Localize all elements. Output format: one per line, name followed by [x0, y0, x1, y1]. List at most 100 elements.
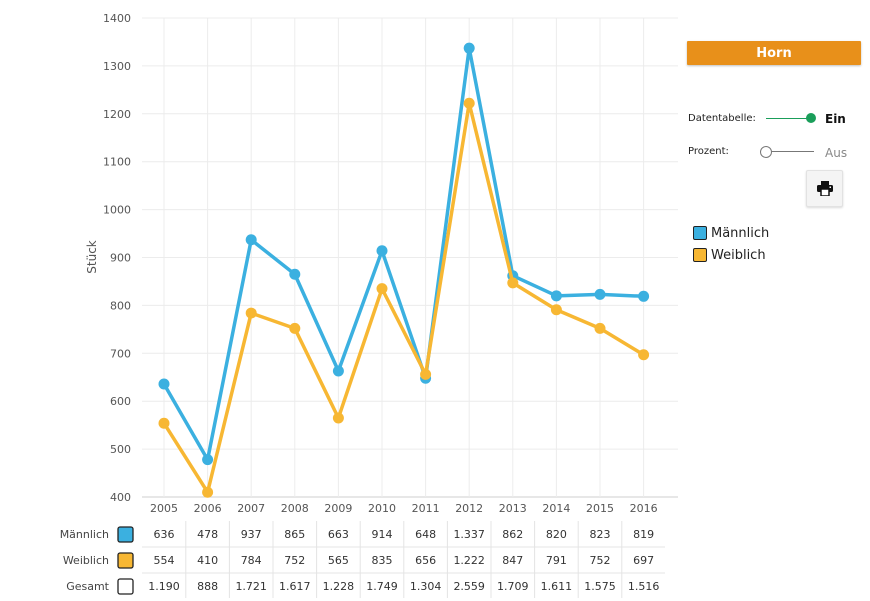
table-cell: 914 — [372, 528, 393, 541]
data-point-weiblich — [202, 486, 214, 498]
table-cell: 835 — [372, 554, 393, 567]
x-tick-label: 2016 — [630, 502, 658, 515]
table-cell: 1.516 — [628, 580, 660, 593]
x-tick-label: 2005 — [150, 502, 178, 515]
x-tick-label: 2007 — [237, 502, 265, 515]
data-point-mnnlich — [289, 268, 301, 280]
table-cell: 663 — [328, 528, 349, 541]
y-tick-label: 1300 — [103, 60, 131, 73]
data-point-mnnlich — [158, 378, 170, 390]
table-row-swatch — [117, 578, 134, 595]
print-button[interactable] — [806, 170, 843, 207]
legend-item[interactable]: Weiblich — [693, 244, 769, 266]
data-point-mnnlich — [332, 365, 344, 377]
table-cell: 937 — [241, 528, 262, 541]
data-point-mnnlich — [463, 42, 475, 54]
table-row-label: Weiblich — [63, 554, 109, 567]
data-point-mnnlich — [202, 454, 214, 466]
data-point-weiblich — [594, 322, 606, 334]
table-cell: 1.337 — [453, 528, 485, 541]
data-point-weiblich — [550, 304, 562, 316]
y-tick-label: 400 — [110, 491, 131, 504]
data-table: Männlich 636 478 937 865 663 914 648 1.337 862 820… — [60, 521, 665, 598]
legend-swatch — [693, 226, 707, 240]
datatable-toggle-row: Datentabelle: Ein — [688, 112, 858, 127]
y-axis-ticks: 400 500 600 700 800 900 1000 1100 1200 1300 1400 — [103, 12, 131, 504]
table-cell: 819 — [633, 528, 654, 541]
legend-label: Weiblich — [711, 247, 766, 263]
data-point-weiblich — [420, 368, 432, 380]
data-point-weiblich — [638, 349, 650, 361]
table-cell: 648 — [415, 528, 436, 541]
switch-track — [766, 118, 814, 119]
printer-icon — [816, 181, 833, 196]
x-axis-ticks: 2005 2006 2007 2008 2009 2010 2011 2012 2013 2014… — [150, 502, 658, 515]
data-point-mnnlich — [376, 245, 388, 257]
data-point-weiblich — [507, 277, 519, 289]
x-tick-label: 2008 — [281, 502, 309, 515]
table-cell: 888 — [197, 580, 218, 593]
series-lines — [158, 42, 650, 498]
percent-state: Aus — [825, 146, 848, 160]
table-cell: 697 — [633, 554, 654, 567]
legend: Männlich Weiblich — [693, 222, 769, 266]
table-cell: 1.721 — [235, 580, 267, 593]
y-tick-label: 800 — [110, 299, 131, 312]
percent-toggle-row: Prozent: Aus — [688, 146, 858, 160]
data-point-weiblich — [463, 97, 475, 109]
y-tick-label: 600 — [110, 395, 131, 408]
y-tick-label: 900 — [110, 252, 131, 265]
table-row-label: Gesamt — [66, 580, 109, 593]
table-cell: 478 — [197, 528, 218, 541]
x-tick-label: 2012 — [455, 502, 483, 515]
y-tick-label: 1000 — [103, 204, 131, 217]
y-tick-label: 500 — [110, 443, 131, 456]
data-point-mnnlich — [638, 290, 650, 302]
table-row-swatch — [117, 526, 134, 543]
y-tick-label: 700 — [110, 347, 131, 360]
table-cell: 1.749 — [366, 580, 398, 593]
table-cell: 752 — [284, 554, 305, 567]
table-cell: 1.611 — [541, 580, 573, 593]
y-tick-label: 1400 — [103, 12, 131, 25]
table-cell: 1.222 — [453, 554, 485, 567]
percent-switch[interactable] — [760, 146, 814, 158]
percent-label: Prozent: — [688, 146, 729, 157]
x-tick-label: 2006 — [194, 502, 222, 515]
table-cell: 636 — [154, 528, 175, 541]
x-tick-label: 2014 — [542, 502, 570, 515]
title-button[interactable]: Horn — [687, 41, 861, 65]
y-tick-label: 1200 — [103, 108, 131, 121]
datatable-label: Datentabelle: — [688, 113, 756, 124]
x-tick-label: 2010 — [368, 502, 396, 515]
table-row-swatch — [117, 552, 134, 569]
table-cell: 656 — [415, 554, 436, 567]
table-cell: 1.617 — [279, 580, 311, 593]
table-cell: 410 — [197, 554, 218, 567]
table-cell: 847 — [502, 554, 523, 567]
x-tick-label: 2009 — [324, 502, 352, 515]
switch-knob — [760, 146, 772, 158]
x-tick-label: 2013 — [499, 502, 527, 515]
table-cell: 565 — [328, 554, 349, 567]
table-cell: 784 — [241, 554, 262, 567]
data-point-weiblich — [332, 412, 344, 424]
datatable-switch[interactable] — [766, 113, 818, 125]
y-axis-label: Stück — [85, 240, 99, 274]
data-point-weiblich — [289, 322, 301, 334]
data-point-mnnlich — [594, 288, 606, 300]
x-tick-label: 2011 — [412, 502, 440, 515]
table-cell: 1.304 — [410, 580, 442, 593]
series-line-weiblich — [162, 101, 645, 494]
switch-knob — [806, 113, 816, 123]
data-point-weiblich — [245, 307, 257, 319]
legend-label: Männlich — [711, 225, 770, 241]
table-cell: 1.228 — [323, 580, 355, 593]
legend-item[interactable]: Männlich — [693, 222, 769, 244]
table-cell: 823 — [590, 528, 611, 541]
data-point-mnnlich — [550, 290, 562, 302]
data-point-weiblich — [158, 417, 170, 429]
data-point-weiblich — [376, 283, 388, 295]
x-tick-label: 2015 — [586, 502, 614, 515]
